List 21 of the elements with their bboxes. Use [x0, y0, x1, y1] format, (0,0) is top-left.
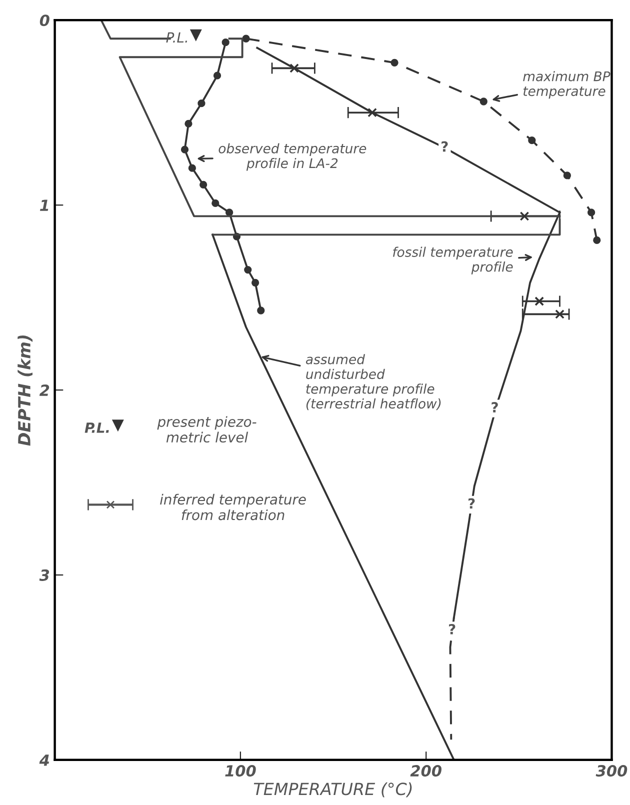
annotation: observed temperature profile in LA-2 [218, 143, 366, 171]
y-tick-label: 4 [39, 754, 50, 766]
annotation: fossil temperature profile [393, 246, 513, 274]
y-axis-title: DEPTH (km) [18, 335, 32, 446]
annotation: P.L. [84, 422, 109, 433]
x-tick-label: 200 [410, 765, 442, 777]
annotation: ? [468, 498, 475, 509]
y-tick-label: 2 [39, 384, 50, 396]
annotation: assumed undisturbed temperature profile (terrestrial heatflow) [306, 354, 441, 410]
x-tick-label: 100 [225, 765, 256, 777]
annotation: ? [492, 402, 498, 412]
y-tick-label: 1 [40, 200, 48, 211]
x-tick-label: 300 [596, 765, 628, 777]
y-tick-label: 0 [40, 14, 50, 26]
annotation: ? [449, 624, 456, 634]
annotation: maximum BP temperature [523, 71, 610, 99]
annotation: P.L. [166, 32, 188, 42]
x-axis-title: TEMPERATURE (°C) [254, 782, 412, 798]
y-tick-label: 3 [39, 569, 50, 581]
annotation: present piezo- metric level [157, 416, 256, 443]
annotation: inferred temperature from alteration [160, 494, 306, 520]
